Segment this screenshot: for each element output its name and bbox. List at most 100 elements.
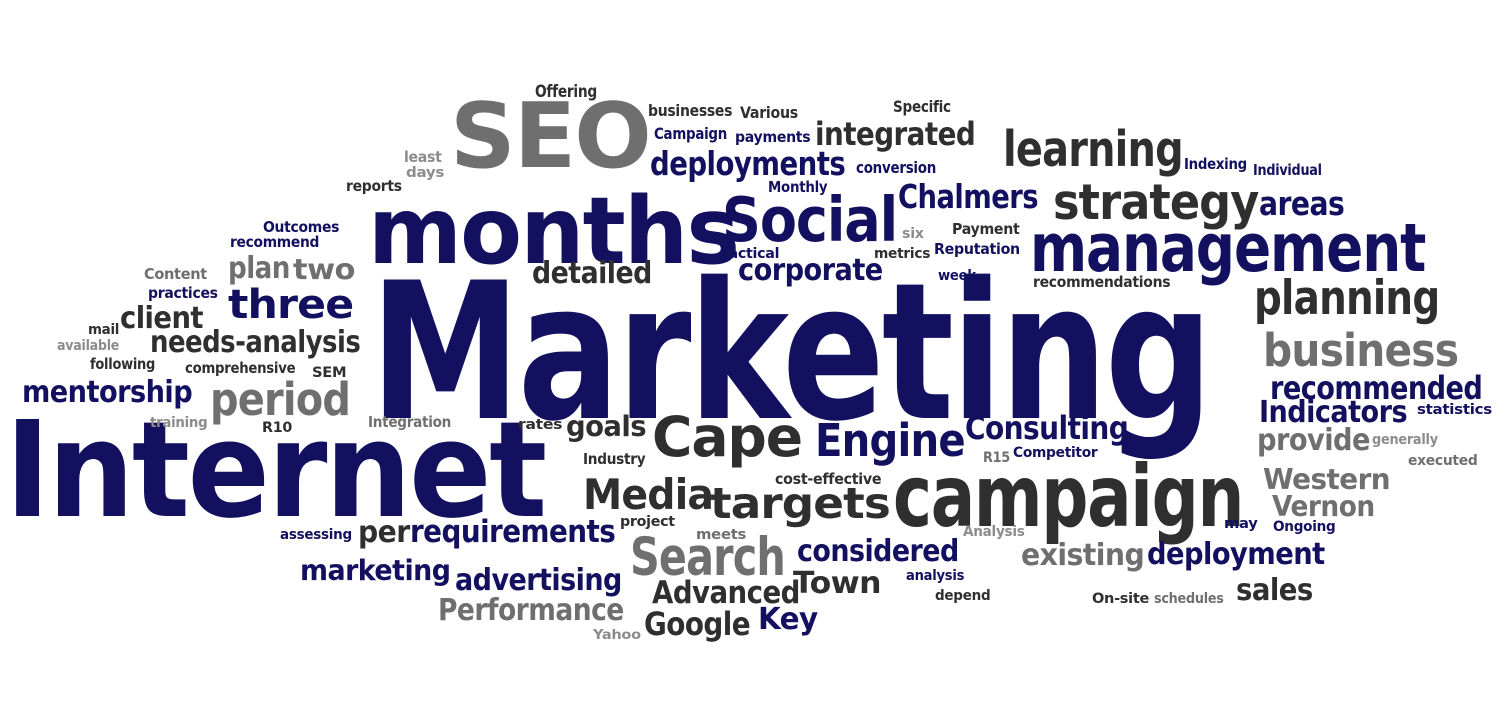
word-ongoing: Ongoing xyxy=(1273,519,1336,535)
word-r10: R10 xyxy=(262,420,292,436)
word-sales: sales xyxy=(1236,573,1313,608)
word-offering: Offering xyxy=(535,82,597,102)
word-consulting: Consulting xyxy=(965,409,1129,447)
word-week: week xyxy=(938,268,976,284)
word-learning: learning xyxy=(1003,120,1184,178)
word-considered: considered xyxy=(797,534,959,569)
word-cost-effective: cost-effective xyxy=(775,470,882,488)
word-recommendations: recommendations xyxy=(1033,273,1171,291)
word-industry: Industry xyxy=(583,450,646,468)
word-indexing: Indexing xyxy=(1184,155,1247,173)
word-media: Media xyxy=(583,470,714,519)
word-analysis-cap: Analysis xyxy=(963,524,1025,540)
word-marketing-lower: marketing xyxy=(300,554,451,587)
word-rates: rates xyxy=(518,417,563,433)
word-indicators: Indicators xyxy=(1259,395,1408,430)
word-sem: SEM xyxy=(312,365,347,381)
word-project: project xyxy=(620,514,675,530)
word-recommend: recommend xyxy=(230,233,320,251)
word-available: available xyxy=(57,338,120,354)
word-cape: Cape xyxy=(652,405,803,469)
word-existing: existing xyxy=(1021,538,1145,573)
word-internet: Internet xyxy=(5,394,547,548)
word-specific: Specific xyxy=(893,97,951,116)
word-seo: SEO xyxy=(450,84,652,189)
word-analysis: analysis xyxy=(906,568,965,584)
word-days: days xyxy=(406,165,445,181)
word-businesses: businesses xyxy=(648,101,733,120)
word-marketing: Marketing xyxy=(370,242,1213,463)
word-social: Social xyxy=(722,184,898,256)
word-on-site: On-site xyxy=(1092,591,1150,607)
word-various: Various xyxy=(740,103,798,122)
word-executed: executed xyxy=(1408,453,1478,469)
word-campaign-small: Campaign xyxy=(654,124,727,143)
word-payments: payments xyxy=(735,128,811,146)
word-vernon: Vernon xyxy=(1272,490,1375,523)
word-mail: mail xyxy=(88,322,120,338)
word-may: may xyxy=(1224,516,1258,532)
word-assessing: assessing xyxy=(280,527,352,543)
word-months: months xyxy=(368,177,740,285)
word-three: three xyxy=(228,282,354,328)
word-plan: plan xyxy=(228,251,290,286)
word-integration: Integration xyxy=(368,413,452,431)
word-training: training xyxy=(150,415,208,431)
word-advanced: Advanced xyxy=(652,575,800,611)
word-payment: Payment xyxy=(952,220,1020,238)
word-content: Content xyxy=(144,265,207,283)
word-goals: goals xyxy=(566,410,647,443)
word-mentorship: mentorship xyxy=(22,375,193,410)
word-targets: targets xyxy=(710,479,891,529)
word-requirements: requirements xyxy=(410,514,616,550)
word-strategy: strategy xyxy=(1053,173,1259,231)
word-outcomes: Outcomes xyxy=(263,218,340,236)
word-r15: R15 xyxy=(983,450,1010,466)
word-six: six xyxy=(902,226,924,242)
word-performance: Performance xyxy=(438,593,624,628)
word-needs-analysis: needs-analysis xyxy=(150,325,361,360)
word-conversion: conversion xyxy=(856,158,937,177)
word-reports: reports xyxy=(346,177,402,195)
word-areas: areas xyxy=(1259,184,1345,223)
word-detailed: detailed xyxy=(532,256,652,291)
word-yahoo: Yahoo xyxy=(593,628,641,643)
word-campaign: campaign xyxy=(893,448,1244,547)
word-following: following xyxy=(90,355,156,373)
word-competitor: Competitor xyxy=(1013,445,1098,461)
word-planning: planning xyxy=(1254,271,1440,326)
word-business: business xyxy=(1263,324,1459,377)
word-least: least xyxy=(404,148,442,166)
word-individual: Individual xyxy=(1253,161,1322,179)
word-per: per xyxy=(358,515,410,550)
word-recommended: recommended xyxy=(1270,369,1483,407)
word-comprehensive: comprehensive xyxy=(185,359,296,377)
word-statistics: statistics xyxy=(1417,402,1492,418)
word-schedules: schedules xyxy=(1154,591,1224,607)
word-meets: meets xyxy=(696,527,747,543)
word-chalmers: Chalmers xyxy=(898,177,1039,216)
word-corporate: corporate xyxy=(738,253,883,288)
word-western: Western xyxy=(1263,463,1391,496)
word-engine: Engine xyxy=(815,414,966,467)
word-practices: practices xyxy=(148,284,218,302)
word-key: Key xyxy=(758,602,818,637)
word-reputation: Reputation xyxy=(934,240,1020,258)
word-generally: generally xyxy=(1372,432,1438,448)
word-period: period xyxy=(210,373,351,426)
word-integrated: integrated xyxy=(815,115,976,153)
word-client: client xyxy=(120,301,204,336)
word-tactical: tactical xyxy=(722,246,780,262)
word-deployment: deployment xyxy=(1147,537,1325,572)
word-two: two xyxy=(293,253,355,286)
word-provide: provide xyxy=(1257,423,1371,458)
word-google: Google xyxy=(644,605,751,643)
word-depend: depend xyxy=(935,588,991,604)
word-advertising: advertising xyxy=(455,563,622,598)
word-monthly: Monthly xyxy=(768,178,828,196)
word-management: management xyxy=(1030,209,1426,287)
word-town: Town xyxy=(793,566,881,601)
word-deployments: deployments xyxy=(650,144,846,183)
word-metrics: metrics xyxy=(874,246,931,262)
